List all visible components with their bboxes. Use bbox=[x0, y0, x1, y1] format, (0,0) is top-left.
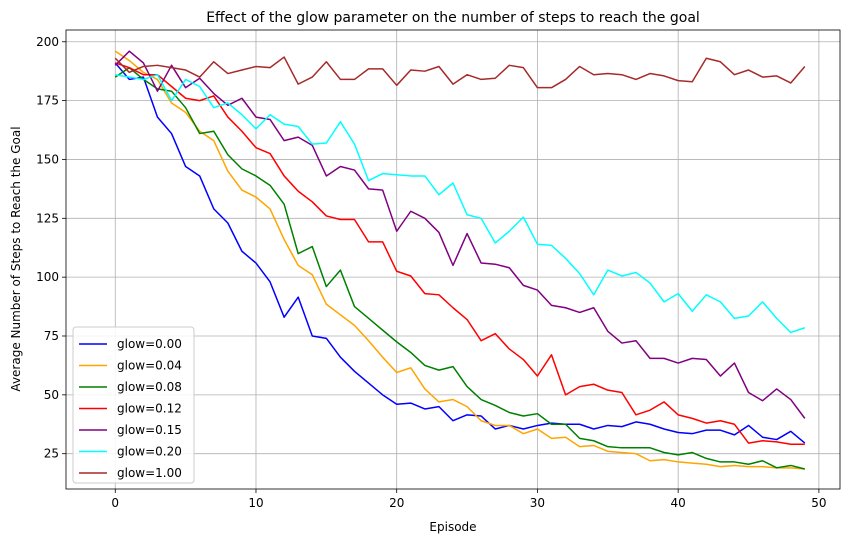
axis-ticks: 0 10 20 30 40 50 25 50 75 100 125 150 175 200 bbox=[36, 35, 826, 510]
y-tick-label: 100 bbox=[36, 270, 59, 284]
series-line-glow-0-08 bbox=[114, 66, 806, 470]
legend-entry-label: glow=1.00 bbox=[117, 466, 182, 480]
y-tick-label: 25 bbox=[44, 447, 59, 461]
legend-entry-label: glow=0.15 bbox=[117, 423, 182, 437]
series-line-glow-0-12 bbox=[115, 62, 805, 446]
legend-entry-label: glow=0.00 bbox=[117, 337, 182, 351]
x-axis-label: Episode bbox=[429, 520, 476, 534]
x-tick-label: 0 bbox=[111, 496, 119, 510]
x-tick-label: 40 bbox=[671, 496, 686, 510]
legend-entry-label: glow=0.08 bbox=[117, 380, 182, 394]
series-line-glow-0-04 bbox=[114, 50, 805, 470]
y-tick-label: 175 bbox=[36, 94, 59, 108]
series-line-glow-1-00 bbox=[114, 56, 806, 89]
grid bbox=[66, 30, 840, 489]
y-tick-label: 125 bbox=[36, 211, 59, 225]
series-line-glow-0-00 bbox=[114, 62, 806, 444]
y-tick-label: 150 bbox=[36, 152, 59, 166]
y-tick-label: 200 bbox=[36, 35, 59, 49]
x-tick-label: 20 bbox=[389, 496, 404, 510]
y-axis-label: Average Number of Steps to Reach the Goa… bbox=[9, 126, 23, 391]
legend: glow=0.00 glow=0.04 glow=0.08 glow=0.12 glow… bbox=[72, 326, 195, 484]
x-tick-label: 30 bbox=[530, 496, 545, 510]
chart-title: Effect of the glow parameter on the numb… bbox=[206, 10, 700, 26]
plot-frame bbox=[65, 29, 841, 490]
x-tick-label: 10 bbox=[248, 496, 263, 510]
series-line-glow-0-20 bbox=[115, 73, 806, 334]
legend-entry-label: glow=0.20 bbox=[117, 445, 182, 459]
legend-entry-label: glow=0.12 bbox=[117, 402, 182, 416]
y-tick-label: 75 bbox=[44, 329, 59, 343]
series-lines bbox=[114, 50, 806, 470]
y-tick-label: 50 bbox=[44, 388, 59, 402]
x-tick-label: 50 bbox=[811, 496, 826, 510]
legend-entry-label: glow=0.04 bbox=[117, 359, 182, 373]
